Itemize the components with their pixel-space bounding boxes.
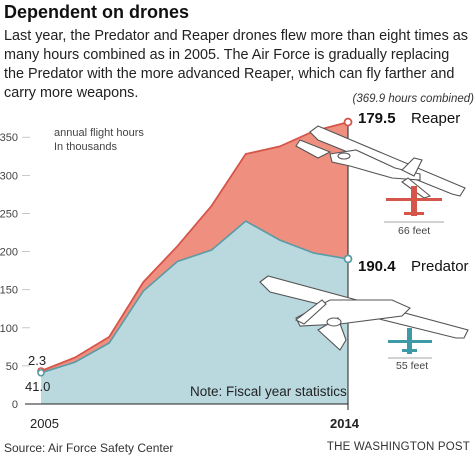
reaper-end-value: 179.5: [358, 110, 396, 127]
predator-wingspan: 55 feet: [396, 360, 428, 372]
predator-start-point: [37, 368, 45, 377]
y-unit-label-line1: annual flight hours: [54, 127, 144, 139]
predator-line: [40, 220, 349, 374]
combined-note: (369.9 hours combined): [353, 93, 474, 105]
source-note: Source: Air Force Safety Center: [4, 441, 174, 455]
predator-silhouette-icon: [388, 328, 432, 354]
reaper-start-value: 2.3: [28, 353, 46, 368]
predator-start-value: 41.0: [25, 379, 50, 394]
reaper-end-name: Reaper: [411, 110, 460, 127]
brand-credit: THE WASHINGTON POST: [326, 441, 470, 453]
predator-drone-illustration: [259, 275, 469, 351]
y-tick-50: 50: [6, 361, 18, 373]
reaper-silhouette-icon: [386, 186, 442, 216]
chart-subtitle: Last year, the Predator and Reaper drone…: [4, 28, 468, 101]
y-tick-0: 0: [12, 399, 18, 411]
reaper-wingspan: 66 feet: [398, 225, 430, 237]
predator-area: [41, 221, 348, 404]
predator-end-point: [343, 254, 353, 264]
predator-end-value: 190.4: [358, 258, 396, 275]
y-unit-label-line2: In thousands: [54, 141, 117, 153]
predator-end-name: Predator: [411, 258, 469, 275]
y-tick-200: 200: [0, 247, 18, 259]
chart-title: Dependent on drones: [4, 2, 190, 22]
reaper-drone-illustration: [295, 125, 466, 199]
y-tick-250: 250: [0, 208, 18, 220]
y-tick-350: 350: [0, 132, 18, 144]
y-tick-100: 100: [0, 323, 18, 335]
x-tick-2005: 2005: [30, 416, 59, 431]
reaper-area: [41, 122, 348, 373]
y-tick-150: 150: [0, 285, 18, 297]
reaper-end-point: [343, 117, 353, 127]
x-tick-2014: 2014: [330, 416, 360, 431]
reaper-line: [40, 121, 349, 372]
y-tick-300: 300: [0, 170, 18, 182]
fiscal-note: Note: Fiscal year statistics: [190, 384, 347, 399]
